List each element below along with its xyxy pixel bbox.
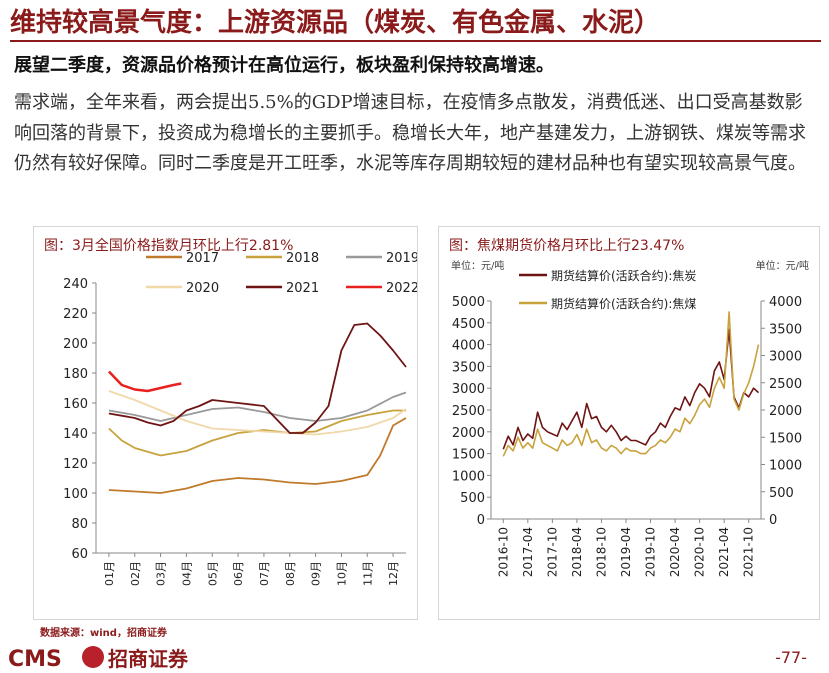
x-tick-label: 02月: [129, 561, 142, 586]
y-tick-label: 240: [63, 277, 88, 292]
legend-label: 2021: [286, 281, 319, 296]
y-tick-label-left: 2500: [452, 404, 485, 419]
x-tick-label: 06月: [232, 561, 245, 586]
title-divider: [10, 40, 821, 42]
series-line-2018: [108, 409, 406, 457]
series-line-2021: [108, 322, 407, 434]
y-tick-label: 60: [71, 547, 88, 562]
y-tick-label-right: 1500: [769, 431, 802, 446]
legend-label: 2020: [186, 281, 219, 296]
subtitle: 展望二季度，资源品价格预计在高位运行，板块盈利保持较高增速。: [14, 55, 554, 76]
price-index-chart: 60 80 100 120 140 160 180 200 220 240 01月 02月 03月 04月…: [63, 251, 419, 586]
y-tick-label-left: 5000: [452, 295, 485, 310]
x-tick-label: 2019-04: [619, 527, 633, 577]
series-line-2020: [108, 390, 407, 436]
x-tick-label: 2016-10: [496, 527, 510, 577]
series-line-2019: [108, 391, 407, 422]
y-tick-label-left: 1500: [452, 448, 485, 463]
coking-coal-chart-title: 图：焦煤期货价格月环比上行23.47%: [449, 238, 685, 254]
x-tick-label: 10月: [335, 561, 348, 586]
logo-cn-text: 招商证券: [108, 647, 189, 671]
y-tick-label-right: 3500: [769, 322, 802, 337]
x-tick-label: 2021-10: [742, 527, 756, 577]
legend-label: 期货结算价(活跃合约):焦煤: [551, 296, 696, 311]
y-tick-label-right: 500: [769, 486, 794, 501]
cms-logo: CMS 招商证券: [8, 646, 189, 671]
right-axis-unit: 单位：元/吨: [756, 259, 809, 272]
y-tick-label: 80: [71, 517, 88, 532]
y-tick-label-right: 3000: [769, 350, 802, 365]
legend-label: 期货结算价(活跃合约):焦炭: [551, 268, 696, 283]
x-tick-label: 2018-10: [594, 527, 608, 577]
y-tick-label: 220: [63, 307, 88, 322]
y-tick-label-right: 4000: [769, 295, 802, 310]
price-index-chart-panel: 图：3月全国价格指数月环比上行2.81% 60 80 100 120 140 160 180…: [33, 226, 419, 620]
coking-coal-chart: 单位：元/吨 单位：元/吨 0 500 1000 1500 2000 2500 3000 3500…: [451, 259, 809, 577]
y-tick-label-left: 4500: [452, 317, 485, 332]
legend-label: 2019: [386, 251, 417, 266]
x-tick-label: 05月: [206, 561, 219, 586]
left-axis-unit: 单位：元/吨: [451, 259, 504, 272]
x-tick-label: 12月: [387, 561, 400, 586]
y-tick-label-right: 0: [769, 513, 777, 528]
x-tick-label: 03月: [155, 561, 168, 586]
x-tick-label: 07月: [258, 561, 271, 586]
page-number: -77-: [775, 648, 807, 667]
page-title: 维持较高景气度：上游资源品（煤炭、有色金属、水泥）: [10, 8, 661, 38]
x-tick-label: 2019-10: [644, 527, 658, 577]
series-line-2017: [108, 417, 407, 494]
y-tick-label-left: 1000: [452, 469, 485, 484]
body-paragraph: 需求端，全年来看，两会提出5.5%的GDP增速目标，在疫情多点散发，消费低迷、出…: [14, 92, 806, 174]
coking-coal-chart-panel: 图：焦煤期货价格月环比上行23.47% 单位：元/吨 单位：元/吨 0 500 1000…: [438, 226, 820, 620]
y-tick-label-right: 2500: [769, 377, 802, 392]
y-tick-label: 180: [63, 367, 88, 382]
y-tick-label-left: 3500: [452, 360, 485, 375]
series-line-coke: [502, 328, 760, 450]
legend-label: 2022: [386, 281, 417, 296]
series-line-2022: [107, 370, 182, 393]
x-tick-label: 08月: [284, 561, 297, 586]
x-tick-label: 09月: [310, 561, 323, 586]
legend-label: 2017: [186, 251, 219, 266]
y-tick-label-left: 0: [477, 513, 485, 528]
y-tick-label: 100: [63, 487, 88, 502]
x-tick-label: 11月: [361, 561, 374, 586]
x-tick-label: 2020-04: [668, 527, 682, 577]
y-tick-label-left: 500: [460, 491, 485, 506]
x-tick-label: 01月: [103, 561, 116, 586]
legend-label: 2018: [286, 251, 319, 266]
y-tick-label: 120: [63, 457, 88, 472]
y-tick-label-left: 2000: [452, 426, 485, 441]
price-index-chart-title: 图：3月全国价格指数月环比上行2.81%: [44, 238, 294, 254]
logo-cms-text: CMS: [8, 647, 62, 671]
x-tick-label: 04月: [180, 561, 193, 586]
x-tick-label: 2017-04: [521, 527, 535, 577]
y-tick-label: 200: [63, 337, 88, 352]
y-tick-label-right: 1000: [769, 459, 802, 474]
x-tick-label: 2018-04: [570, 527, 584, 577]
x-tick-label: 2020-10: [693, 527, 707, 577]
y-tick-label-left: 3000: [452, 382, 485, 397]
x-tick-label: 2017-10: [545, 527, 559, 577]
y-tick-label-right: 2000: [769, 404, 802, 419]
x-tick-label: 2021-04: [717, 527, 731, 577]
y-tick-label-left: 4000: [452, 339, 485, 354]
y-tick-label: 160: [63, 397, 88, 412]
series-line-coking-coal: [502, 311, 760, 457]
y-tick-label: 140: [63, 427, 88, 442]
data-source: 数据来源：wind，招商证券: [40, 628, 167, 639]
logo-emblem-icon: [82, 646, 104, 668]
